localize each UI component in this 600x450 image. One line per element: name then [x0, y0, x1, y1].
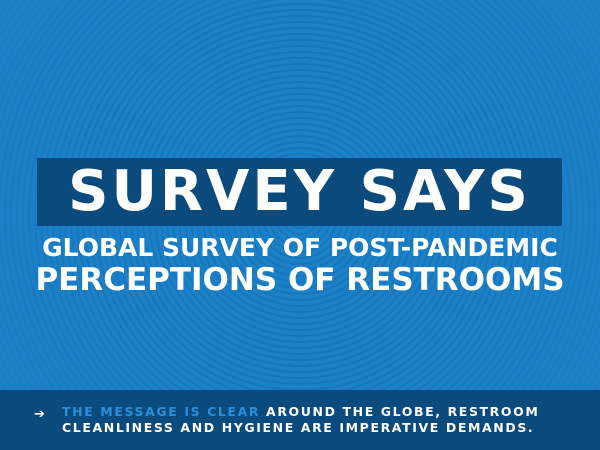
footer-line2: CLEANLINESS AND HYGIENE ARE IMPERATIVE D… [62, 420, 535, 435]
footer-band [0, 390, 600, 450]
subtitle-line-1: GLOBAL SURVEY OF POST-PANDEMIC [42, 233, 558, 262]
subtitle-line-2: PERCEPTIONS OF RESTROOMS [35, 262, 565, 298]
arrow-right-icon: ➔ [34, 407, 45, 422]
footer-message: THE MESSAGE IS CLEAR AROUND THE GLOBE, R… [62, 404, 572, 436]
title-banner: SURVEY SAYS [37, 158, 562, 226]
footer-line1: AROUND THE GLOBE, RESTROOM [260, 404, 540, 419]
footer-highlight: THE MESSAGE IS CLEAR [62, 404, 261, 419]
page-title: SURVEY SAYS [68, 159, 531, 224]
